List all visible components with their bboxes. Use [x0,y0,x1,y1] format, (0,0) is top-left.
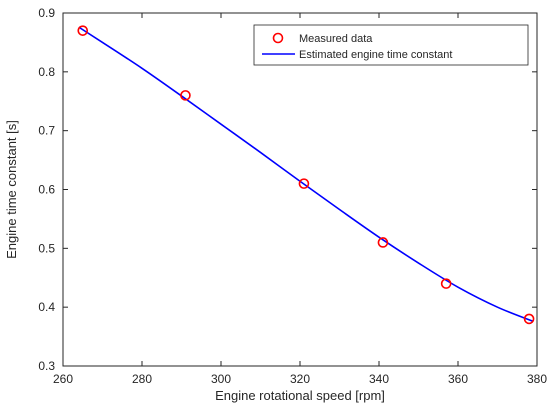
x-tick-label: 260 [53,372,73,386]
y-tick-label: 0.3 [38,359,55,373]
ticks-layer: 260 280 300 320 340 360 380 0.3 0.4 0.5 0.6 0.7 0.8 0… [38,6,547,386]
marks-layer [77,25,535,325]
x-tick-label: 320 [290,372,310,386]
legend-label-estimated: Estimated engine time constant [299,49,452,61]
y-tick-label: 0.5 [38,241,55,255]
x-axis-label: Engine rotational speed [rpm] [215,388,385,403]
y-tick-label: 0.7 [38,124,55,138]
x-tick-label: 300 [211,372,231,386]
legend-box [253,24,529,66]
data-point-measured [523,313,535,325]
plot-area [63,13,537,366]
data-point-measured [377,237,389,248]
y-axis-label: Engine time constant [s] [4,120,19,259]
y-tick-label: 0.9 [38,6,55,20]
y-tick-label: 0.6 [38,183,55,197]
x-tick-label: 340 [369,372,389,386]
data-point-measured [298,178,310,189]
data-point-measured [77,25,89,36]
plot-frame [62,12,538,367]
x-tick-label: 280 [132,372,152,386]
x-tick-label: 360 [448,372,468,386]
legend: Measured data Estimated engine time cons… [253,24,529,66]
legend-label-measured: Measured data [299,33,373,45]
data-point-measured [180,90,191,101]
x-tick-label: 380 [527,372,547,386]
y-tick-label: 0.4 [38,300,55,314]
y-tick-label: 0.8 [38,65,55,79]
legend-marker-measured [272,32,284,44]
data-point-measured [440,278,452,289]
